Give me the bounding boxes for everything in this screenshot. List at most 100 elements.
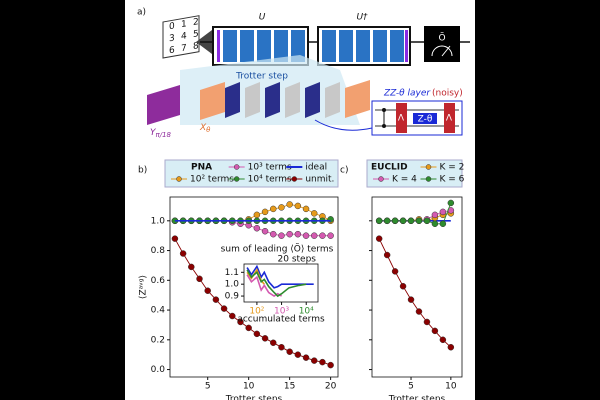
gate-symbol: Y (150, 128, 157, 138)
x-tick-label: 10 (243, 382, 255, 392)
data-point (270, 205, 277, 213)
trotter-label: Trotter step (235, 72, 288, 82)
data-point (278, 204, 285, 211)
legend-marker (233, 164, 240, 170)
legend-marker (378, 176, 384, 182)
measure-box (424, 26, 460, 62)
data-point (229, 312, 236, 320)
data-point (310, 210, 318, 217)
data-point (383, 217, 391, 225)
legend-label: K = 6 (440, 175, 465, 185)
data-point (447, 199, 455, 207)
data-point (399, 217, 407, 225)
layer (390, 30, 404, 62)
zz-layer-label: ZZ-θ layer (383, 89, 431, 99)
data-point (261, 227, 269, 235)
y-tick-label: 0.0 (151, 365, 166, 375)
x-tick-label: 15 (284, 382, 295, 392)
plot-area (371, 196, 463, 378)
data-point (261, 208, 269, 216)
noisy-label: (noisy) (432, 89, 463, 99)
data-point (196, 275, 203, 283)
data-point (253, 211, 261, 219)
grid-box (162, 15, 200, 59)
grid-number: 8 (193, 41, 199, 52)
data-point (431, 327, 439, 335)
layer (339, 30, 353, 62)
data-point (302, 232, 310, 239)
series-line (246, 264, 314, 289)
zz-layer (245, 82, 260, 118)
data-point (439, 220, 447, 228)
data-point (294, 230, 302, 238)
grid-number: 0 (169, 21, 175, 32)
data-point (245, 324, 252, 332)
data-point (204, 287, 211, 294)
data-point (188, 263, 195, 271)
x-tick-label: 5 (408, 382, 414, 392)
layer (322, 30, 336, 62)
z-gate-label: Z-θ (418, 115, 433, 125)
legend-label: 10³ terms (248, 163, 292, 173)
zz-layer (285, 82, 300, 118)
data-point (302, 205, 310, 213)
layer (274, 30, 288, 62)
data-point (431, 211, 439, 219)
data-point (327, 361, 334, 369)
series-line (246, 269, 307, 298)
data-point (391, 268, 399, 275)
data-point (261, 335, 269, 342)
noise-channel (396, 103, 407, 133)
noise-channel (444, 103, 455, 133)
layer (223, 30, 237, 62)
data-point (391, 217, 399, 225)
data-point (319, 358, 326, 366)
data-point (302, 354, 310, 361)
x-axis-label: accumulated terms (237, 315, 325, 325)
data-point (375, 217, 383, 225)
legend-label: unmit. (305, 175, 334, 185)
x-axis-label: Trotter steps (388, 395, 446, 400)
data-point (375, 235, 383, 242)
y-tick-label: 0.8 (151, 246, 166, 256)
x-tick-label: 10² (249, 307, 264, 317)
x-layer (345, 80, 370, 118)
gate-subscript: θ (206, 126, 211, 134)
y-gate-label: Yπ/18 (150, 128, 172, 140)
data-point (310, 232, 318, 239)
x-layer (200, 82, 225, 120)
annotation: 20 steps (278, 255, 317, 265)
zz-layer (325, 82, 340, 118)
data-point (253, 224, 261, 232)
grid-number: 3 (169, 33, 175, 44)
y-tick-label: 0.2 (151, 335, 165, 345)
y-tick-label: 0.9 (225, 292, 240, 302)
legend-label: ideal (305, 163, 327, 173)
u-dagger-label: U† (356, 13, 368, 23)
inset-title: sum of leading ⟨Õ⟩ terms (221, 243, 334, 255)
data-point (278, 232, 285, 239)
grid-number: 7 (181, 43, 187, 54)
lambda-label: Λ (446, 114, 453, 124)
legend-label: 10² terms (190, 175, 234, 185)
data-point (439, 336, 447, 344)
x-tick-label: 10 (445, 382, 457, 392)
data-point (431, 220, 439, 228)
legend-marker (425, 164, 432, 170)
zz-layer (225, 82, 240, 118)
data-point (220, 305, 228, 312)
legend (164, 159, 339, 188)
x-axis-label: Trotter steps (225, 395, 283, 400)
data-point (179, 250, 187, 257)
data-point (439, 208, 447, 216)
data-point (270, 339, 277, 347)
y-tick-label: 0.4 (151, 306, 166, 316)
data-point (286, 348, 293, 355)
data-point (415, 217, 423, 225)
layer (405, 30, 408, 62)
legend-label: 10⁴ terms (248, 175, 292, 185)
qubit-grid: 0 1 2 3 4 5 6 7 8 (162, 15, 200, 59)
data-point (407, 217, 415, 225)
